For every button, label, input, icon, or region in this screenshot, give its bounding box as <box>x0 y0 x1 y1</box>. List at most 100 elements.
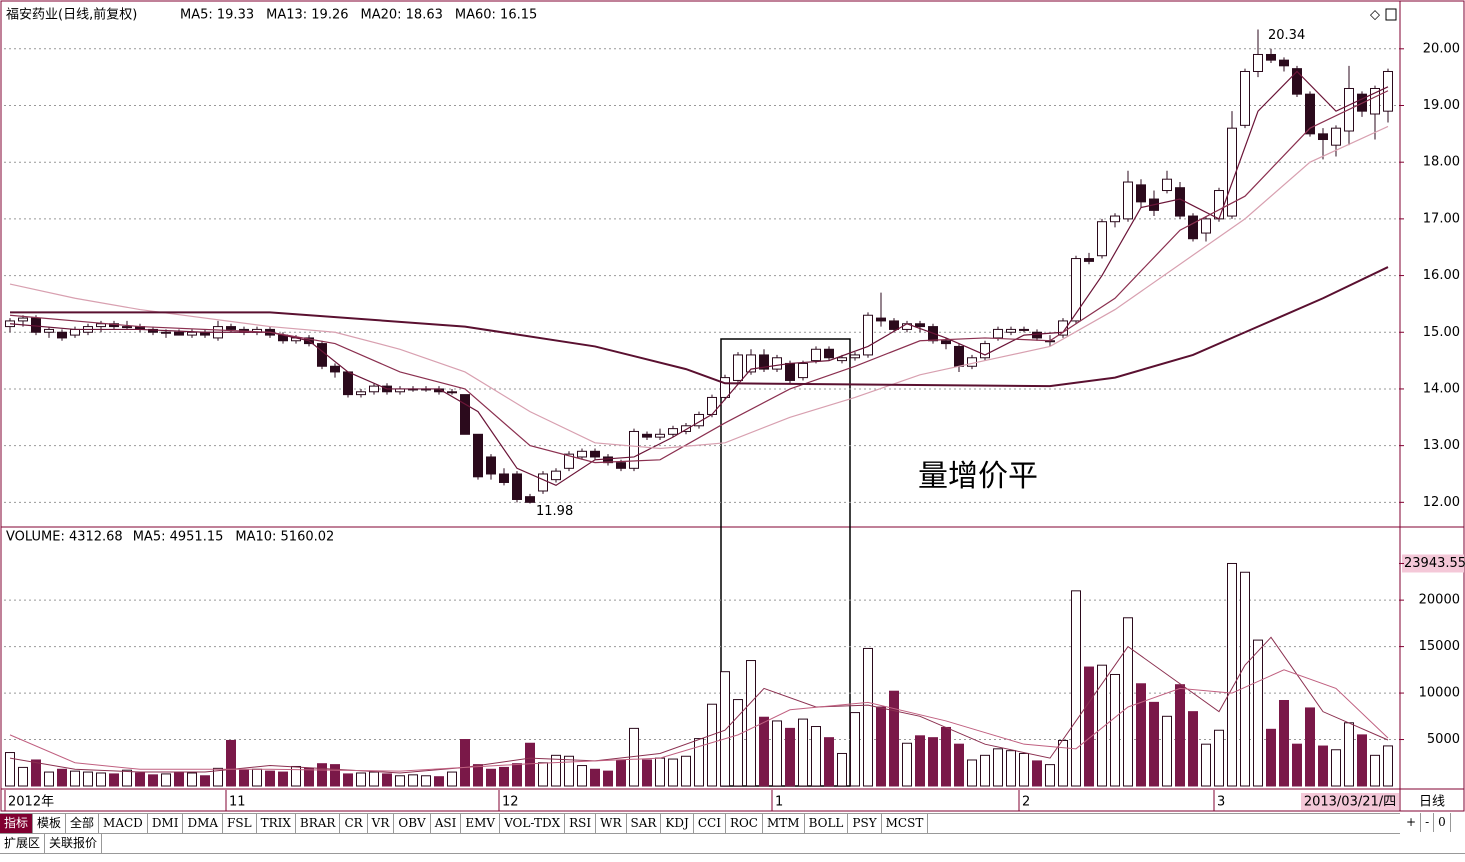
zoom-button[interactable]: + <box>1402 813 1422 832</box>
tab[interactable]: OBV <box>394 814 431 833</box>
volume-bar <box>1188 711 1198 787</box>
tab[interactable]: SAR <box>627 814 662 833</box>
volume-bar <box>824 737 834 787</box>
tab[interactable]: MACD <box>99 814 148 833</box>
volume-bar <box>421 775 431 787</box>
volume-bar <box>1019 752 1029 787</box>
tab[interactable]: 全部 <box>66 814 100 833</box>
y-tick-label: 18.00 <box>1423 155 1460 170</box>
volume-bar <box>863 647 873 787</box>
volume-bar <box>1162 715 1172 787</box>
candle-body <box>850 354 860 359</box>
volume-bar <box>811 726 821 787</box>
candle-body <box>694 413 704 427</box>
candle-body <box>343 371 353 396</box>
volume-bar <box>1344 722 1354 787</box>
candle-body <box>70 328 80 336</box>
candle-body <box>824 348 834 359</box>
zoom-button[interactable]: 0 <box>1434 813 1451 832</box>
volume-bar <box>408 774 418 787</box>
tab[interactable]: BOLL <box>805 814 849 833</box>
legend-entry: MA10: 5160.02 <box>235 530 334 545</box>
candle-body <box>642 433 652 438</box>
tab[interactable]: DMA <box>183 814 224 833</box>
y-tick-label: 19.00 <box>1423 98 1460 113</box>
candle-body <box>733 354 743 381</box>
volume-bar <box>538 762 548 787</box>
tab[interactable]: ASI <box>431 814 462 833</box>
volume-bar <box>733 699 743 787</box>
candle-body <box>1019 328 1029 331</box>
candle-body <box>369 385 379 393</box>
volume-bar <box>135 772 145 787</box>
volume-bar <box>850 712 860 787</box>
y-tick-label: 15000 <box>1419 639 1460 654</box>
tab[interactable]: KDJ <box>661 814 694 833</box>
volume-bar <box>590 768 600 787</box>
volume-bar <box>1123 617 1133 787</box>
volume-bar <box>1214 729 1224 787</box>
tab[interactable]: CR <box>340 814 368 833</box>
volume-bar <box>161 773 171 787</box>
tab[interactable]: PSY <box>848 814 882 833</box>
candle-body <box>161 331 171 334</box>
icon <box>1385 8 1397 21</box>
zoom-controls: + -0 <box>1402 813 1451 832</box>
date-box <box>1301 793 1399 810</box>
y-tick-label: 17.00 <box>1423 211 1460 226</box>
legend-entry: MA13: 19.26 <box>266 8 348 23</box>
candle-body <box>863 314 873 356</box>
candle-body <box>759 354 769 370</box>
candle-body <box>317 343 327 367</box>
candle-body <box>915 323 925 328</box>
volume-bar <box>798 718 808 787</box>
y-tick-label: 20.00 <box>1423 41 1460 56</box>
zoom-button[interactable]: - <box>1421 813 1435 832</box>
volume-bar <box>187 772 197 787</box>
tab[interactable]: 指标 <box>0 814 34 833</box>
candle-body <box>616 462 626 469</box>
tab[interactable]: 模板 <box>33 814 67 833</box>
tab[interactable]: VOL-TDX <box>500 814 566 833</box>
bottom-tab[interactable]: 关联报价 <box>45 834 103 853</box>
volume-bar <box>1331 749 1341 787</box>
tab[interactable]: EMV <box>461 814 501 833</box>
volume-bar <box>1227 562 1237 787</box>
tab[interactable]: DMI <box>148 814 184 833</box>
max-box <box>1402 554 1464 573</box>
candle-body <box>512 473 522 500</box>
tab[interactable]: RSI <box>565 814 597 833</box>
tab[interactable]: ROC <box>726 814 763 833</box>
volume-bar <box>746 660 756 787</box>
tab[interactable]: WR <box>596 814 627 833</box>
bottom-tabs: 扩展区 关联报价 <box>0 834 1465 854</box>
tab[interactable]: MCST <box>882 814 929 833</box>
candle-body <box>538 473 548 492</box>
tab[interactable]: BRAR <box>296 814 341 833</box>
candle-body <box>1136 184 1146 203</box>
bottom-tab[interactable]: 扩展区 <box>0 834 46 853</box>
volume-bar <box>1006 750 1016 787</box>
volume-bar <box>603 770 613 787</box>
candle-body <box>772 357 782 370</box>
candle-body <box>57 331 67 339</box>
volume-bar <box>1201 743 1211 787</box>
tab[interactable]: VR <box>368 814 395 833</box>
x-tick-label: 1 <box>775 795 783 810</box>
volume-bar <box>1149 701 1159 787</box>
volume-bar <box>122 769 132 787</box>
y-tick-label: 23943.55 <box>1404 556 1465 571</box>
period: 日线 <box>1419 795 1445 810</box>
candle-body <box>993 328 1003 339</box>
tab[interactable]: TRIX <box>257 814 296 833</box>
tab[interactable]: CCI <box>694 814 726 833</box>
tab[interactable]: MTM <box>763 814 805 833</box>
y-tick-label: 14.00 <box>1423 381 1460 396</box>
candle-body <box>1370 87 1380 115</box>
candle-body <box>980 343 990 359</box>
candle-body <box>1071 258 1081 322</box>
volume-bar <box>70 770 80 787</box>
tab[interactable]: FSL <box>223 814 257 833</box>
volume-bar <box>967 759 977 787</box>
